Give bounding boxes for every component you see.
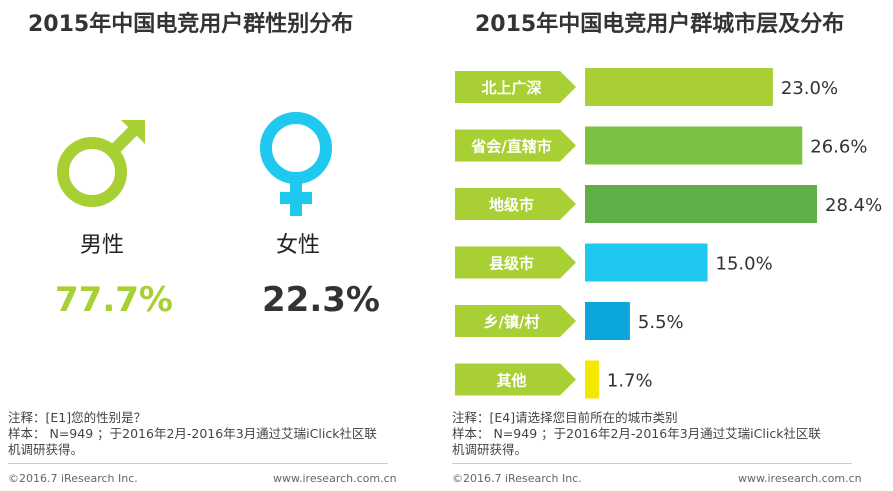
category-label-tag <box>455 71 576 103</box>
gender-note-line2: 样本： N=949 ；于2016年2月-2016年3月通过艾瑞iClick社区联 <box>8 426 377 441</box>
left-website: www.iresearch.com.cn <box>273 472 397 485</box>
city-note: 注释：[E4]请选择您目前所在的城市类别 样本： N=949 ；于2016年2月… <box>452 410 821 458</box>
male-icon <box>57 120 145 207</box>
category-label: 省会/直辖市 <box>470 138 551 156</box>
bar <box>585 360 599 399</box>
male-percentage: 77.7% <box>55 280 173 320</box>
city-chart-title: 2015年中国电竞用户群城市层及分布 <box>475 12 845 37</box>
right-copyright: ©2016.7 iResearch Inc. <box>452 472 582 485</box>
bar-value-label: 15.0% <box>716 254 773 275</box>
category-label-tag <box>455 363 576 396</box>
left-copyright: ©2016.7 iResearch Inc. <box>8 472 138 485</box>
bar-value-label: 1.7% <box>607 371 653 392</box>
bar-value-label: 28.4% <box>825 195 882 216</box>
male-label: 男性 <box>80 233 125 258</box>
bar <box>585 302 630 340</box>
female-percentage: 22.3% <box>262 280 380 320</box>
category-label-tag <box>455 305 576 337</box>
bar-value-label: 5.5% <box>638 312 684 333</box>
bar <box>585 185 817 223</box>
left-footer-divider <box>8 463 388 464</box>
city-note-line2: 样本： N=949 ；于2016年2月-2016年3月通过艾瑞iClick社区联 <box>452 426 821 441</box>
category-label-tag <box>455 188 576 220</box>
gender-note: 注释：[E1]您的性别是？ 样本： N=949 ；于2016年2月-2016年3… <box>8 410 377 458</box>
category-label-tag <box>455 246 576 279</box>
bar <box>585 68 773 106</box>
bar-value-label: 26.6% <box>810 137 867 158</box>
bar <box>585 243 708 282</box>
gender-note-line3: 机调研获得。 <box>8 442 84 457</box>
gender-chart-title: 2015年中国电竞用户群性别分布 <box>28 12 354 37</box>
category-label-tag <box>455 129 576 162</box>
female-label: 女性 <box>276 233 321 258</box>
right-footer-divider <box>452 463 852 464</box>
category-label: 其他 <box>496 372 526 390</box>
city-note-line3: 机调研获得。 <box>452 442 528 457</box>
category-label: 县级市 <box>489 255 534 273</box>
right-website: www.iresearch.com.cn <box>738 472 862 485</box>
bar-value-label: 23.0% <box>781 78 838 99</box>
category-label: 北上广深 <box>481 79 541 97</box>
gender-note-line1: 注释：[E1]您的性别是？ <box>8 410 147 425</box>
bar <box>585 126 803 165</box>
category-label: 乡/镇/村 <box>484 313 540 331</box>
city-note-line1: 注释：[E4]请选择您目前所在的城市类别 <box>452 410 678 425</box>
city-bar-chart: 北上广深 23.0% 省会/直辖市 26.6% 地级市 28.4% 县级市 15.0% 乡/镇/… <box>455 68 882 399</box>
category-label: 地级市 <box>489 196 534 214</box>
female-icon <box>260 112 332 216</box>
